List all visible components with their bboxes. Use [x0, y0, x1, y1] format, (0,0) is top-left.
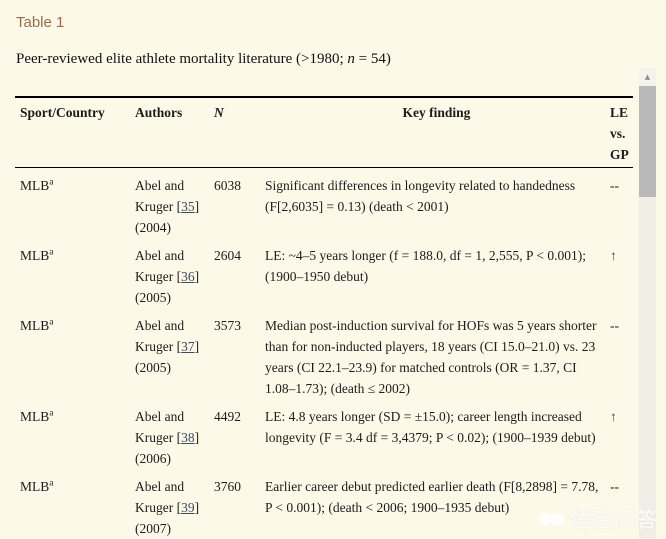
footnote-marker: a — [49, 408, 54, 419]
table-row: MLBa Abel and Kruger [37] (2005) 3573 Me… — [15, 308, 633, 399]
table-row: MLBa Abel and Kruger [39] (2007) 3760 Ea… — [15, 469, 633, 539]
scroll-up-button[interactable]: ▲ — [639, 68, 656, 86]
reference-link[interactable]: 39 — [181, 500, 195, 515]
authors-bracket: ] — [194, 199, 200, 214]
authors-text: Abel and Kruger [ — [135, 178, 185, 214]
publication-year: (2007) — [135, 521, 171, 536]
table-row: MLBa Abel and Kruger [35] (2004) 6038 Si… — [15, 168, 633, 238]
table-header-row: Sport/Country Authors N Key finding LE v… — [15, 98, 633, 168]
cell-n: 3573 — [214, 318, 241, 333]
cell-key-finding: Earlier career debut predicted earlier d… — [265, 479, 599, 515]
sport-label: MLB — [20, 178, 50, 193]
cell-le-vs-gp: ↑ — [610, 409, 617, 424]
table-row: MLBa Abel and Kruger [38] (2006) 4492 LE… — [15, 399, 633, 469]
table-title: Table 1 — [16, 14, 65, 31]
cell-sport: MLBa — [15, 469, 135, 539]
footnote-marker: a — [49, 247, 54, 258]
footnote-marker: a — [49, 317, 54, 328]
cell-key-finding: Significant differences in longevity rel… — [265, 178, 576, 214]
authors-text: Abel and Kruger [ — [135, 479, 185, 515]
cell-sport: MLBa — [15, 168, 135, 238]
sport-label: MLB — [20, 479, 50, 494]
footnote-marker: a — [49, 478, 54, 489]
cell-authors: Abel and Kruger [36] (2005) — [135, 238, 214, 308]
authors-bracket: ] — [194, 500, 200, 515]
caption-text: Peer-reviewed elite athlete mortality li… — [16, 51, 348, 67]
col-header-n: N — [214, 105, 224, 120]
footnote-marker: a — [49, 177, 54, 188]
publication-year: (2004) — [135, 220, 171, 235]
caption-n-italic: n — [347, 51, 355, 67]
table-caption: Peer-reviewed elite athlete mortality li… — [16, 51, 666, 68]
cell-key-finding: LE: ~4–5 years longer (f = 188.0, df = 1… — [265, 248, 586, 284]
publication-year: (2006) — [135, 451, 171, 466]
reference-link[interactable]: 36 — [181, 269, 195, 284]
cell-n: 2604 — [214, 248, 241, 263]
cell-key-finding: LE: 4.8 years longer (SD = ±15.0); caree… — [265, 409, 596, 445]
reference-link[interactable]: 35 — [181, 199, 195, 214]
cell-n: 6038 — [214, 178, 241, 193]
authors-bracket: ] — [194, 339, 200, 354]
cell-le-vs-gp: -- — [610, 479, 619, 494]
caption-tail: = 54) — [354, 51, 391, 67]
cell-sport: MLBa — [15, 308, 135, 399]
cell-n: 4492 — [214, 409, 241, 424]
cell-le-vs-gp: -- — [610, 178, 619, 193]
col-header-key-finding: Key finding — [402, 105, 471, 120]
authors-bracket: ] — [194, 430, 200, 445]
cell-le-vs-gp: ↑ — [610, 248, 617, 263]
cell-sport: MLBa — [15, 399, 135, 469]
reference-link[interactable]: 37 — [181, 339, 195, 354]
sport-label: MLB — [20, 248, 50, 263]
vertical-scrollbar[interactable]: ▲ — [639, 68, 656, 538]
cell-authors: Abel and Kruger [35] (2004) — [135, 168, 214, 238]
cell-sport: MLBa — [15, 238, 135, 308]
authors-bracket: ] — [194, 269, 200, 284]
publication-year: (2005) — [135, 290, 171, 305]
reference-link[interactable]: 38 — [181, 430, 195, 445]
col-header-sport-country: Sport/Country — [20, 105, 105, 120]
cell-le-vs-gp: -- — [610, 318, 619, 333]
scrollbar-thumb[interactable] — [639, 86, 656, 197]
cell-authors: Abel and Kruger [39] (2007) — [135, 469, 214, 539]
table-row: MLBa Abel and Kruger [36] (2005) 2604 LE… — [15, 238, 633, 308]
mortality-literature-table: Sport/Country Authors N Key finding LE v… — [15, 96, 633, 539]
cell-n: 3760 — [214, 479, 241, 494]
cell-authors: Abel and Kruger [38] (2006) — [135, 399, 214, 469]
authors-text: Abel and Kruger [ — [135, 318, 185, 354]
publication-year: (2005) — [135, 360, 171, 375]
cell-key-finding: Median post-induction survival for HOFs … — [265, 318, 597, 396]
authors-text: Abel and Kruger [ — [135, 409, 185, 445]
sport-label: MLB — [20, 409, 50, 424]
cell-authors: Abel and Kruger [37] (2005) — [135, 308, 214, 399]
col-header-authors: Authors — [135, 105, 183, 120]
authors-text: Abel and Kruger [ — [135, 248, 185, 284]
sport-label: MLB — [20, 318, 50, 333]
col-header-le-vs-gp: LE vs. GP — [610, 105, 629, 162]
